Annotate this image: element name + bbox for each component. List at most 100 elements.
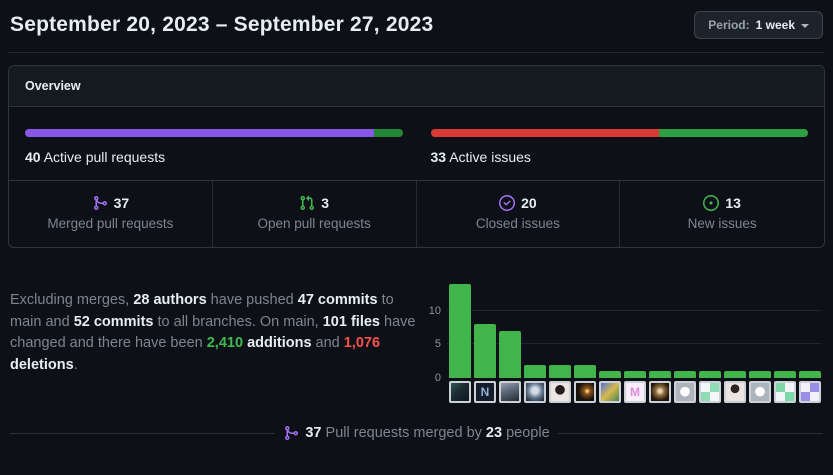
contributor-avatar[interactable]	[524, 381, 546, 403]
contributor-avatar[interactable]: N	[474, 381, 496, 403]
text-segment: 101 files	[322, 313, 380, 330]
stat-open-pull-requests[interactable]: 3 Open pull requests	[213, 181, 417, 247]
contributor-avatar[interactable]	[549, 381, 571, 403]
text-segment: have pushed	[206, 292, 298, 308]
commit-bar	[574, 364, 596, 378]
progress-meters: 40 Active pull requests 33 Active issues	[9, 107, 824, 180]
open-pr-count: 3	[321, 195, 330, 211]
text-segment: 23	[485, 425, 503, 441]
text-segment: additions	[247, 335, 312, 351]
pull-requests-merged-footer: 37 Pull requests merged by 23 people	[8, 425, 825, 441]
text-segment: have changed and there have been	[10, 313, 416, 352]
commit-bar	[649, 371, 671, 378]
active-issues-meter: 33 Active issues	[430, 129, 809, 165]
footer-text: 37 Pull requests merged by 23 people	[283, 425, 550, 441]
closed-issues-count: 20	[521, 195, 537, 211]
commit-bar	[674, 371, 696, 378]
text-segment: 2,410	[206, 335, 244, 351]
text-segment: 47 commits	[297, 292, 378, 308]
active-pull-requests-meter: 40 Active pull requests	[25, 129, 403, 165]
contributor-avatar[interactable]	[449, 381, 471, 403]
active-pr-text: Active pull requests	[43, 149, 166, 165]
content-row: Excluding merges, 28 authors have pushed…	[8, 274, 825, 403]
y-axis-label: 10	[428, 304, 441, 317]
new-issues-count: 13	[725, 195, 741, 211]
commit-bar	[524, 364, 546, 378]
contributor-avatar[interactable]	[799, 381, 821, 403]
commit-bar	[449, 284, 471, 378]
contributor-avatar[interactable]	[749, 381, 771, 403]
stat-merged-pull-requests[interactable]: 37 Merged pull requests	[9, 181, 213, 247]
git-pull-request-icon	[299, 195, 315, 211]
open-segment	[374, 129, 403, 137]
issues-progress-bar	[430, 129, 808, 137]
stat-closed-issues[interactable]: 20 Closed issues	[417, 181, 621, 247]
commit-bar	[599, 371, 621, 378]
contributor-avatar[interactable]	[674, 381, 696, 403]
page-title: September 20, 2023 – September 27, 2023	[10, 13, 434, 36]
period-label: Period:	[708, 18, 750, 32]
text-segment: to main and	[10, 292, 394, 330]
footer-divider-right	[557, 432, 823, 434]
contributor-avatar[interactable]	[699, 381, 721, 403]
pulse-page: September 20, 2023 – September 27, 2023 …	[8, 0, 825, 441]
issue-opened-icon	[703, 195, 720, 211]
overview-stats-row: 37 Merged pull requests 3 Open pull requ…	[9, 180, 824, 247]
contributor-avatar[interactable]	[499, 381, 521, 403]
new-issues-label: New issues	[687, 216, 757, 231]
contributor-avatar[interactable]	[649, 381, 671, 403]
text-segment: to all branches. On main,	[153, 313, 323, 330]
commit-bar	[499, 331, 521, 378]
contributor-avatar[interactable]: M	[624, 381, 646, 403]
merged-pr-count: 37	[113, 195, 130, 211]
commit-bar	[724, 371, 746, 378]
merged-segment	[25, 129, 375, 137]
gridline	[447, 309, 821, 311]
issue-closed-icon	[499, 195, 516, 211]
overview-panel-header: Overview	[9, 66, 824, 107]
commit-bar	[799, 371, 821, 378]
contributor-avatar[interactable]	[599, 381, 621, 403]
active-issues-text: Active issues	[449, 149, 531, 165]
text-segment: 28 authors	[133, 292, 207, 308]
contributor-avatar[interactable]	[774, 381, 796, 403]
contributor-avatar[interactable]	[574, 381, 596, 403]
commit-bar	[774, 371, 796, 378]
footer-summary: 37 Pull requests merged by 23 people	[305, 425, 549, 441]
git-merge-icon	[283, 425, 299, 441]
open-pr-label: Open pull requests	[257, 216, 371, 231]
text-segment: 1,076	[343, 335, 381, 351]
commit-bar	[699, 371, 721, 378]
text-segment: .	[73, 356, 78, 373]
bars-row	[449, 284, 821, 378]
active-issues-count: 33	[430, 149, 447, 165]
active-issues-label: 33 Active issues	[431, 149, 809, 165]
gridline	[447, 343, 821, 345]
y-axis-label: 5	[434, 338, 441, 351]
active-pr-count: 40	[25, 149, 41, 165]
text-segment: people	[502, 425, 550, 441]
commit-bar	[474, 324, 496, 378]
overview-title: Overview	[25, 79, 81, 93]
text-segment: deletions	[10, 356, 74, 373]
page-header: September 20, 2023 – September 27, 2023 …	[8, 0, 825, 53]
text-segment: Excluding merges,	[10, 292, 134, 308]
period-value: 1 week	[755, 18, 795, 32]
git-merge-icon	[92, 195, 108, 211]
stat-new-issues[interactable]: 13 New issues	[620, 181, 824, 247]
merged-pr-label: Merged pull requests	[47, 216, 174, 231]
closed-segment	[430, 129, 660, 137]
text-segment: 52 commits	[73, 313, 154, 330]
closed-issues-label: Closed issues	[475, 216, 560, 231]
text-segment: Pull requests merged by	[321, 425, 486, 441]
period-dropdown[interactable]: Period: 1 week	[694, 11, 823, 39]
chart-plot-area: 0 5 10	[423, 274, 823, 384]
commit-bar	[624, 371, 646, 378]
pull-requests-progress-bar	[25, 129, 403, 137]
y-axis-label: 0	[434, 372, 441, 384]
active-pull-requests-label: 40 Active pull requests	[25, 149, 403, 165]
text-segment: 37	[305, 425, 322, 441]
contributor-avatar[interactable]	[724, 381, 746, 403]
